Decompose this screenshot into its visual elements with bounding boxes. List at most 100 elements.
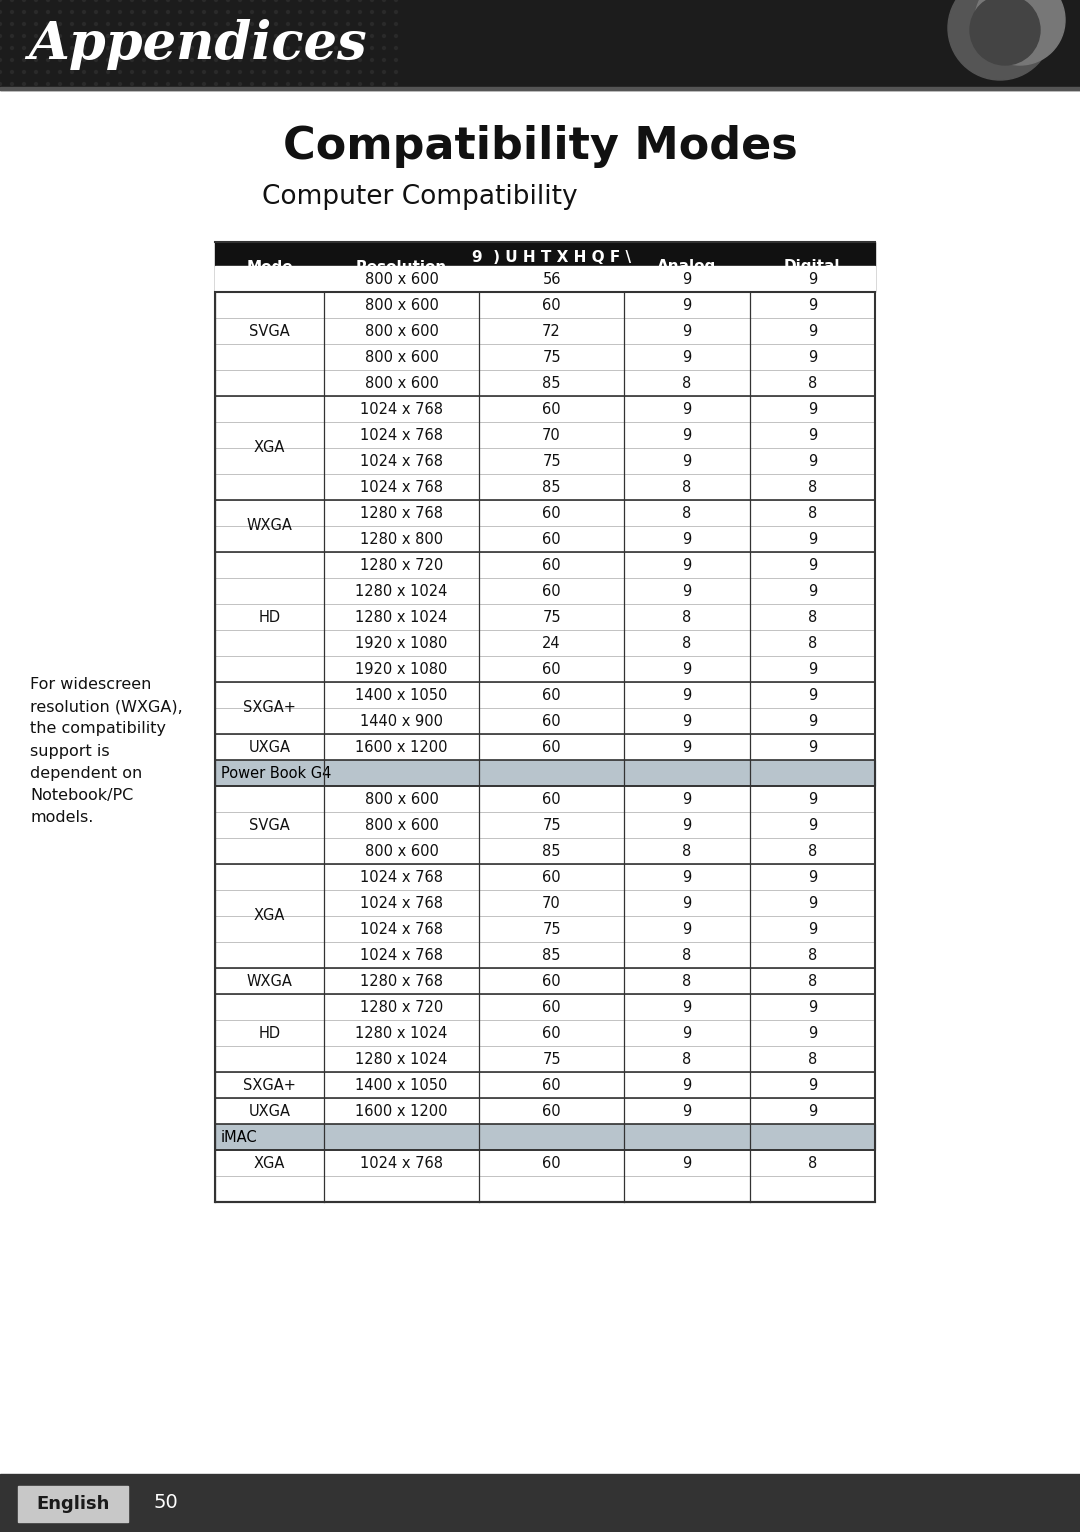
Text: 9: 9	[808, 896, 816, 910]
Text: Resolution: Resolution	[355, 259, 447, 274]
Circle shape	[107, 58, 109, 61]
Text: 60: 60	[542, 1103, 561, 1118]
Circle shape	[143, 23, 146, 26]
Circle shape	[143, 11, 146, 14]
Text: 1024 x 768: 1024 x 768	[360, 1155, 443, 1170]
Circle shape	[323, 23, 325, 26]
Bar	[215, 1072, 875, 1098]
Text: For widescreen
resolution (WXGA),
the compatibility
support is
dependent on
Note: For widescreen resolution (WXGA), the co…	[30, 677, 183, 826]
Circle shape	[190, 11, 193, 14]
Circle shape	[335, 70, 337, 74]
Text: 9: 9	[808, 792, 816, 806]
Bar	[18, 1486, 129, 1521]
Text: 60: 60	[542, 740, 561, 754]
Bar	[215, 345, 875, 371]
Text: Mode: Mode	[246, 259, 293, 274]
Circle shape	[298, 70, 301, 74]
Circle shape	[46, 11, 50, 14]
Circle shape	[370, 83, 374, 86]
Circle shape	[23, 83, 26, 86]
Bar	[215, 838, 875, 864]
Circle shape	[178, 46, 181, 49]
Circle shape	[203, 83, 205, 86]
Circle shape	[286, 70, 289, 74]
Circle shape	[382, 11, 386, 14]
Bar	[215, 447, 875, 473]
Circle shape	[35, 83, 38, 86]
Circle shape	[131, 23, 134, 26]
Text: 9: 9	[683, 558, 691, 573]
Text: 8: 8	[683, 375, 691, 391]
Circle shape	[359, 83, 362, 86]
Circle shape	[311, 46, 313, 49]
Text: UXGA: UXGA	[248, 740, 291, 754]
Circle shape	[154, 83, 158, 86]
Bar	[0, 1474, 1080, 1532]
Circle shape	[131, 35, 134, 37]
Circle shape	[46, 23, 50, 26]
Circle shape	[227, 83, 229, 86]
Circle shape	[298, 11, 301, 14]
Circle shape	[178, 35, 181, 37]
Circle shape	[311, 11, 313, 14]
Circle shape	[274, 70, 278, 74]
Text: 1024 x 768: 1024 x 768	[360, 427, 443, 443]
Circle shape	[154, 70, 158, 74]
Circle shape	[95, 35, 97, 37]
Text: 1600 x 1200: 1600 x 1200	[355, 740, 448, 754]
Circle shape	[178, 70, 181, 74]
Circle shape	[215, 46, 217, 49]
Circle shape	[262, 46, 266, 49]
Circle shape	[227, 23, 229, 26]
Text: 9: 9	[683, 297, 691, 313]
Circle shape	[335, 11, 337, 14]
Text: 60: 60	[542, 662, 561, 677]
Text: 85: 85	[542, 375, 561, 391]
Circle shape	[58, 46, 62, 49]
Circle shape	[82, 46, 85, 49]
Circle shape	[347, 70, 350, 74]
Circle shape	[298, 23, 301, 26]
Text: Computer Compatibility: Computer Compatibility	[262, 184, 578, 210]
Circle shape	[131, 83, 134, 86]
Circle shape	[227, 70, 229, 74]
Circle shape	[178, 83, 181, 86]
Text: 9: 9	[683, 740, 691, 754]
Text: UXGA: UXGA	[248, 1103, 291, 1118]
Circle shape	[154, 58, 158, 61]
Text: 1024 x 768: 1024 x 768	[360, 870, 443, 884]
Text: Power Book G4: Power Book G4	[221, 766, 332, 780]
Text: 60: 60	[542, 1025, 561, 1040]
Text: 50: 50	[153, 1494, 178, 1512]
Circle shape	[335, 83, 337, 86]
Circle shape	[190, 35, 193, 37]
Circle shape	[394, 11, 397, 14]
Text: SXGA+: SXGA+	[243, 1077, 296, 1092]
Circle shape	[394, 46, 397, 49]
Circle shape	[382, 70, 386, 74]
Circle shape	[215, 58, 217, 61]
Text: 1024 x 768: 1024 x 768	[360, 453, 443, 469]
Circle shape	[347, 35, 350, 37]
Bar	[215, 630, 875, 656]
Text: 8: 8	[808, 973, 816, 988]
Circle shape	[239, 35, 242, 37]
Text: 9: 9	[683, 1077, 691, 1092]
Text: 60: 60	[542, 870, 561, 884]
Circle shape	[11, 35, 13, 37]
Circle shape	[58, 11, 62, 14]
Circle shape	[11, 58, 13, 61]
Circle shape	[286, 83, 289, 86]
Circle shape	[82, 83, 85, 86]
Circle shape	[23, 46, 26, 49]
Circle shape	[0, 83, 1, 86]
Text: 8: 8	[683, 947, 691, 962]
Bar	[215, 1151, 875, 1177]
Circle shape	[70, 11, 73, 14]
Text: 8: 8	[808, 1051, 816, 1066]
Circle shape	[323, 70, 325, 74]
Circle shape	[298, 83, 301, 86]
Circle shape	[131, 70, 134, 74]
Circle shape	[382, 35, 386, 37]
Text: 9: 9	[808, 297, 816, 313]
